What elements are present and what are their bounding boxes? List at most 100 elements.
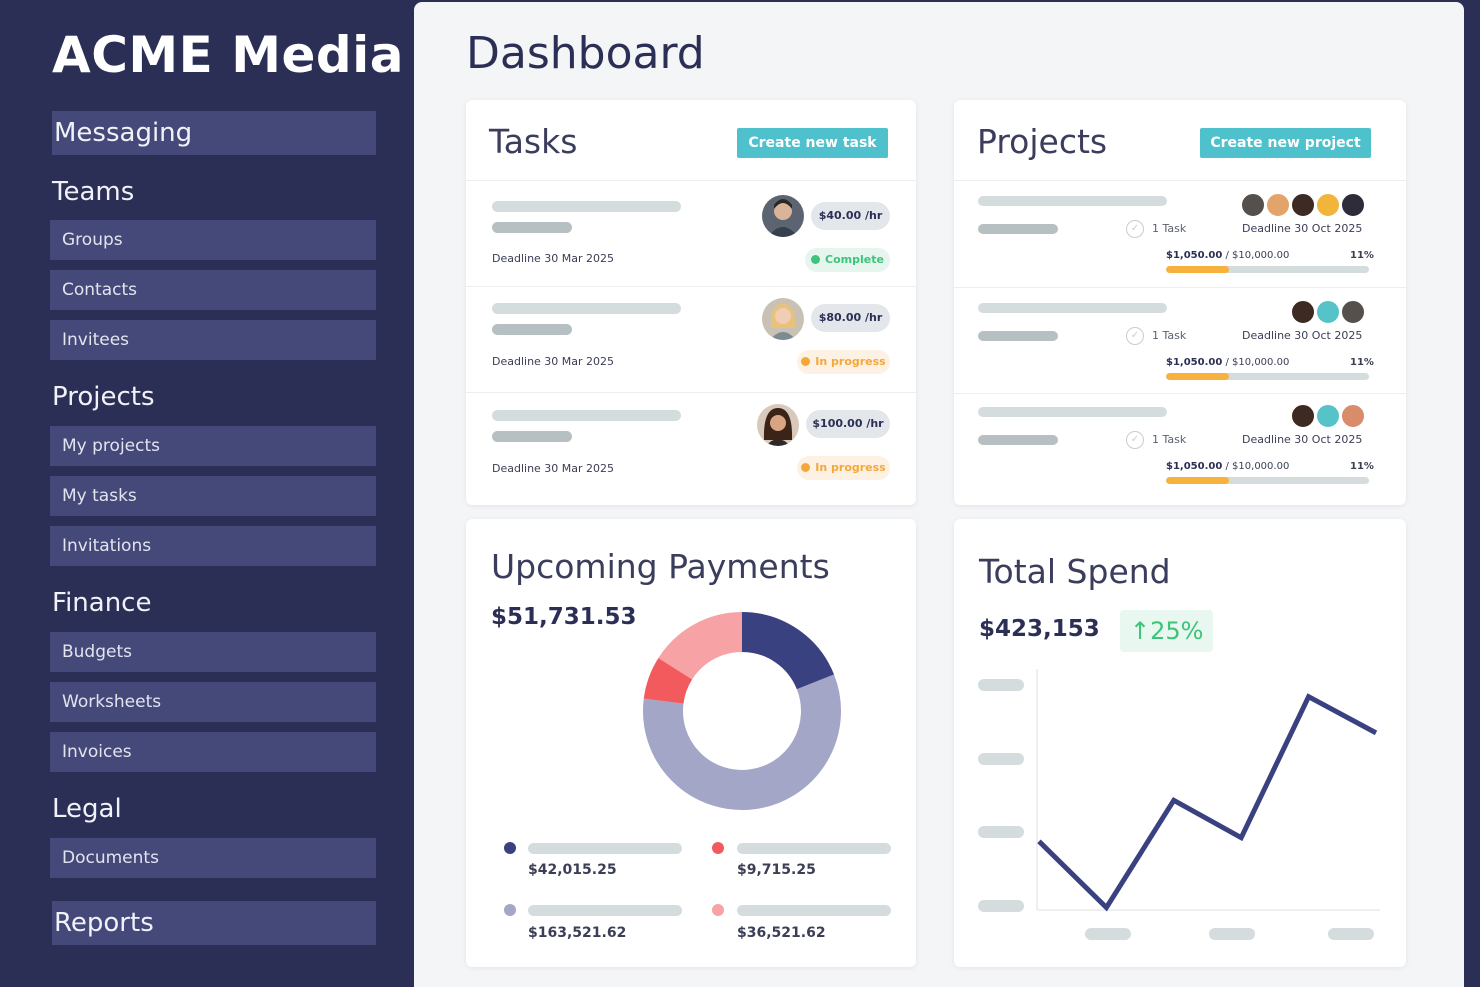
person-icon xyxy=(770,304,796,340)
legend-dot xyxy=(712,842,724,854)
create-project-button[interactable]: Create new project xyxy=(1200,128,1371,158)
project-name-placeholder xyxy=(978,303,1167,313)
task-subtitle-placeholder xyxy=(492,324,572,335)
nav-heading-teams[interactable]: Teams xyxy=(52,177,135,207)
divider xyxy=(466,180,916,181)
nav-item-contacts[interactable]: Contacts xyxy=(50,270,376,310)
payments-title: Upcoming Payments xyxy=(491,547,830,586)
nav-item-invitations[interactable]: Invitations xyxy=(50,526,376,566)
check-icon: ✓ xyxy=(1126,220,1144,238)
legend-label-placeholder xyxy=(737,843,891,854)
legend-dot xyxy=(504,842,516,854)
projects-title: Projects xyxy=(977,122,1108,161)
progress-bar xyxy=(1166,373,1369,380)
avatar xyxy=(1340,299,1366,325)
assignee-avatar[interactable] xyxy=(762,195,804,237)
x-tick-placeholder xyxy=(1085,928,1131,940)
status-label: In progress xyxy=(815,355,886,368)
progress-bar xyxy=(1166,266,1369,273)
assignee-avatar[interactable] xyxy=(757,404,799,446)
x-tick-placeholder xyxy=(1209,928,1255,940)
task-subtitle-placeholder xyxy=(492,431,572,442)
nav-item-documents[interactable]: Documents xyxy=(50,838,376,878)
legend-dot xyxy=(504,904,516,916)
nav-item-invitees[interactable]: Invitees xyxy=(50,320,376,360)
spend-series-line xyxy=(1037,693,1378,912)
nav-item-invoices[interactable]: Invoices xyxy=(50,732,376,772)
payments-total: $51,731.53 xyxy=(491,604,637,630)
budget-amount: / $10,000.00 xyxy=(1225,250,1290,261)
y-tick-placeholder xyxy=(978,679,1024,691)
nav-item-groups[interactable]: Groups xyxy=(50,220,376,260)
nav-item-my-tasks[interactable]: My tasks xyxy=(50,476,376,516)
tasks-card: Tasks Create new task Deadline 30 Mar 20… xyxy=(466,100,916,505)
project-subtitle-placeholder xyxy=(978,435,1058,445)
divider xyxy=(954,180,1406,181)
person-icon xyxy=(763,408,793,446)
nav-item-budgets[interactable]: Budgets xyxy=(50,632,376,672)
avatar xyxy=(1340,403,1366,429)
legend-value: $163,521.62 xyxy=(528,925,627,941)
legend-value: $36,521.62 xyxy=(737,925,826,941)
task-deadline: Deadline 30 Mar 2025 xyxy=(492,252,615,265)
status-label: In progress xyxy=(815,461,886,474)
project-deadline: Deadline 30 Oct 2025 xyxy=(1242,329,1363,342)
project-deadline: Deadline 30 Oct 2025 xyxy=(1242,222,1363,235)
status-badge: Complete xyxy=(805,248,890,272)
y-tick-placeholder xyxy=(978,900,1024,912)
assignee-avatar[interactable] xyxy=(762,298,804,340)
avatar xyxy=(1315,299,1341,325)
y-tick-placeholder xyxy=(978,753,1024,765)
spend-total: $423,153 xyxy=(979,616,1100,642)
status-dot xyxy=(801,357,811,366)
budget-text: $1,050.00 / $10,000.00 xyxy=(1166,357,1289,368)
avatar xyxy=(1340,192,1366,218)
task-name-placeholder xyxy=(492,410,681,421)
task-deadline: Deadline 30 Mar 2025 xyxy=(492,462,615,475)
budget-text: $1,050.00 / $10,000.00 xyxy=(1166,250,1289,261)
tasks-title: Tasks xyxy=(489,122,578,161)
total-spend-card: Total Spend $423,153 ↑25% xyxy=(954,519,1406,967)
avatar xyxy=(1290,299,1316,325)
check-icon: ✓ xyxy=(1126,431,1144,449)
nav-heading-legal[interactable]: Legal xyxy=(52,794,122,824)
task-deadline: Deadline 30 Mar 2025 xyxy=(492,355,615,368)
spent-amount: $1,050.00 xyxy=(1166,357,1223,368)
total-spend-line-chart xyxy=(1036,669,1380,912)
spent-amount: $1,050.00 xyxy=(1166,461,1223,472)
hourly-rate-badge: $100.00 /hr xyxy=(806,410,890,438)
create-task-button[interactable]: Create new task xyxy=(737,128,888,158)
nav-item-worksheets[interactable]: Worksheets xyxy=(50,682,376,722)
budget-amount: / $10,000.00 xyxy=(1225,461,1290,472)
arrow-up-icon: ↑ xyxy=(1130,617,1151,645)
donut-slice xyxy=(741,612,835,691)
page-title: Dashboard xyxy=(466,28,705,79)
divider xyxy=(954,393,1406,394)
nav-heading-finance[interactable]: Finance xyxy=(52,588,152,618)
progress-bar xyxy=(1166,477,1369,484)
status-label: Complete xyxy=(825,253,884,266)
main-content: Dashboard Tasks Create new task Deadline… xyxy=(414,2,1464,987)
project-subtitle-placeholder xyxy=(978,331,1058,341)
avatar xyxy=(1290,403,1316,429)
status-dot xyxy=(811,255,821,264)
task-subtitle-placeholder xyxy=(492,222,572,233)
avatar xyxy=(1290,192,1316,218)
task-count: 1 Task xyxy=(1152,433,1187,446)
task-name-placeholder xyxy=(492,303,681,314)
divider xyxy=(466,392,916,393)
nav-reports[interactable]: Reports xyxy=(52,901,376,945)
progress-fill xyxy=(1166,477,1229,484)
nav-messaging[interactable]: Messaging xyxy=(52,111,376,155)
brand-logo: ACME Media xyxy=(52,26,405,84)
legend-value: $9,715.25 xyxy=(737,862,816,878)
sidebar: ACME Media Messaging Teams Groups Contac… xyxy=(0,0,412,987)
donut-slice xyxy=(643,674,841,810)
projects-card: Projects Create new project ✓ 1 Task Dea… xyxy=(954,100,1406,505)
project-deadline: Deadline 30 Oct 2025 xyxy=(1242,433,1363,446)
legend-label-placeholder xyxy=(737,905,891,916)
nav-heading-projects[interactable]: Projects xyxy=(52,382,155,412)
task-count: 1 Task xyxy=(1152,222,1187,235)
donut-slice xyxy=(658,612,743,681)
nav-item-my-projects[interactable]: My projects xyxy=(50,426,376,466)
